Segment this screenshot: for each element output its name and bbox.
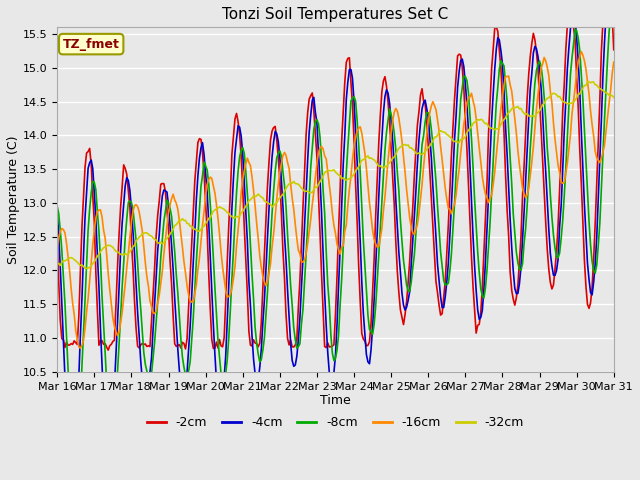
-32cm <box>403 143 410 148</box>
-32cm <box>390 154 398 160</box>
-8cm <box>69 437 77 443</box>
-16cm <box>390 109 398 115</box>
-2cm <box>53 240 61 246</box>
-8cm <box>70 447 78 453</box>
-32cm <box>159 241 166 247</box>
-2cm <box>403 299 410 305</box>
-32cm <box>372 159 380 165</box>
-16cm <box>159 268 166 274</box>
-4cm <box>543 198 551 204</box>
Line: -4cm: -4cm <box>57 0 614 473</box>
-16cm <box>372 241 380 247</box>
-2cm <box>159 180 166 186</box>
Line: -32cm: -32cm <box>57 82 614 268</box>
-4cm <box>390 161 398 167</box>
-16cm <box>69 300 77 306</box>
-4cm <box>70 456 78 462</box>
-4cm <box>372 264 380 270</box>
Y-axis label: Soil Temperature (C): Soil Temperature (C) <box>7 135 20 264</box>
-2cm <box>610 47 618 53</box>
-2cm <box>69 341 77 347</box>
-16cm <box>53 246 61 252</box>
X-axis label: Time: Time <box>320 394 351 408</box>
-8cm <box>372 303 380 309</box>
Legend: -2cm, -4cm, -8cm, -16cm, -32cm: -2cm, -4cm, -8cm, -16cm, -32cm <box>142 411 529 434</box>
-2cm <box>372 214 380 219</box>
-4cm <box>53 210 61 216</box>
-32cm <box>585 79 593 84</box>
-4cm <box>610 11 618 16</box>
Line: -8cm: -8cm <box>57 5 614 450</box>
-16cm <box>403 187 410 192</box>
-32cm <box>83 265 90 271</box>
-16cm <box>543 64 551 70</box>
-2cm <box>543 247 551 252</box>
Line: -16cm: -16cm <box>57 51 614 348</box>
-8cm <box>543 145 551 151</box>
-16cm <box>577 48 585 54</box>
-4cm <box>159 193 166 199</box>
-4cm <box>69 470 77 476</box>
-16cm <box>610 59 618 65</box>
-32cm <box>53 261 61 266</box>
Line: -2cm: -2cm <box>57 0 614 350</box>
-16cm <box>77 345 84 351</box>
Title: Tonzi Soil Temperatures Set C: Tonzi Soil Temperatures Set C <box>222 7 449 22</box>
-8cm <box>53 204 61 209</box>
-2cm <box>390 201 398 207</box>
Text: TZ_fmet: TZ_fmet <box>63 37 120 50</box>
-8cm <box>159 236 166 242</box>
-32cm <box>610 95 618 100</box>
-8cm <box>610 2 618 8</box>
-32cm <box>69 255 77 261</box>
-32cm <box>543 96 551 101</box>
-8cm <box>403 282 410 288</box>
-2cm <box>104 347 112 353</box>
-8cm <box>390 131 398 136</box>
-4cm <box>403 304 410 310</box>
